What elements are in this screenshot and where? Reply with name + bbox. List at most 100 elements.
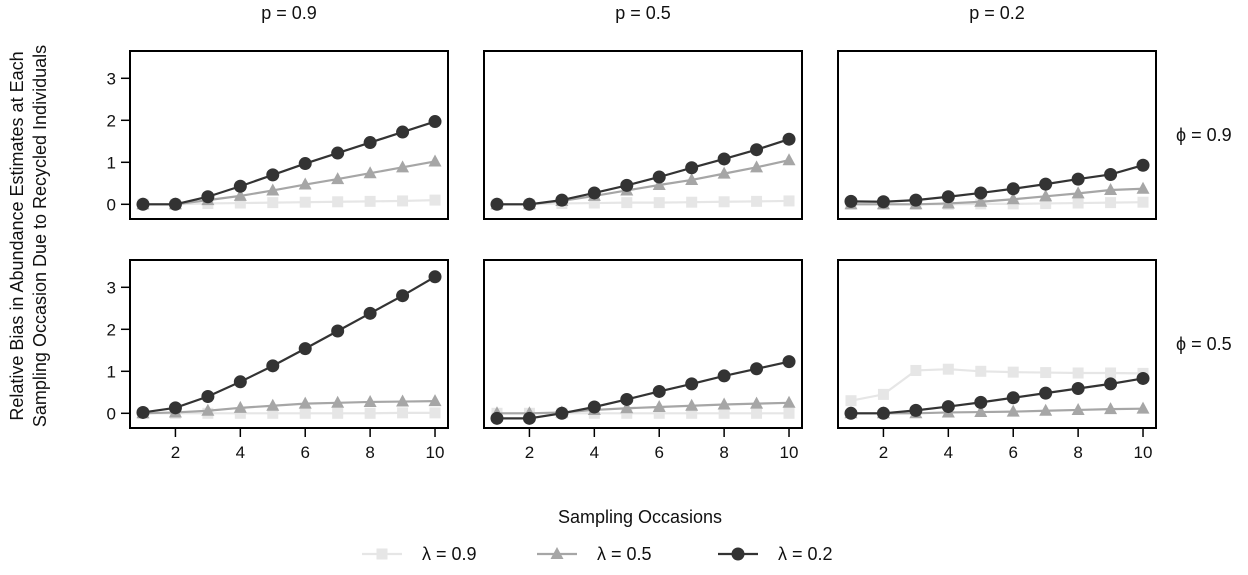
legend-marker-square xyxy=(377,549,388,560)
data-point-square xyxy=(1105,197,1116,208)
data-point-circle xyxy=(364,307,377,320)
data-point-circle xyxy=(1039,387,1052,400)
data-point-circle xyxy=(909,194,922,207)
data-point-square xyxy=(397,195,408,206)
data-point-circle xyxy=(1007,182,1020,195)
y-tick-label: 1 xyxy=(107,153,116,172)
data-point-circle xyxy=(750,143,763,156)
y-tick-label: 3 xyxy=(107,278,116,297)
data-point-circle xyxy=(364,136,377,149)
y-axis-label-line1: Relative Bias in Abundance Estimates at … xyxy=(7,51,27,420)
data-point-square xyxy=(430,407,441,418)
y-tick-label: 3 xyxy=(107,69,116,88)
data-point-square xyxy=(719,196,730,207)
data-point-circle xyxy=(588,186,601,199)
data-point-circle xyxy=(620,179,633,192)
x-tick-label: 10 xyxy=(1134,443,1153,462)
data-point-circle xyxy=(877,195,890,208)
data-point-circle xyxy=(523,198,536,211)
data-point-square xyxy=(1008,367,1019,378)
data-point-circle xyxy=(685,161,698,174)
data-point-circle xyxy=(1039,178,1052,191)
legend-label: λ = 0.2 xyxy=(778,544,833,564)
y-tick-label: 1 xyxy=(107,362,116,381)
data-point-triangle xyxy=(429,154,442,166)
data-point-square xyxy=(397,407,408,418)
data-point-circle xyxy=(234,180,247,193)
data-point-circle xyxy=(396,289,409,302)
data-point-circle xyxy=(844,195,857,208)
data-point-circle xyxy=(942,190,955,203)
data-point-circle xyxy=(588,401,601,414)
data-point-circle xyxy=(169,198,182,211)
data-point-circle xyxy=(1072,173,1085,186)
y-axis-label-line2: Sampling Occasion Due to Recycled Indivi… xyxy=(30,45,50,427)
data-point-circle xyxy=(974,186,987,199)
y-tick-label: 0 xyxy=(107,404,116,423)
data-point-circle xyxy=(1104,168,1117,181)
data-point-circle xyxy=(396,126,409,139)
data-point-triangle xyxy=(783,396,796,408)
data-point-circle xyxy=(429,270,442,283)
data-point-circle xyxy=(523,412,536,425)
x-tick-label: 8 xyxy=(719,443,728,462)
x-tick-label: 4 xyxy=(236,443,245,462)
column-strip-label: p = 0.2 xyxy=(969,3,1025,23)
data-point-circle xyxy=(685,377,698,390)
x-tick-label: 2 xyxy=(879,443,888,462)
data-point-circle xyxy=(1137,372,1150,385)
panel-0-1 xyxy=(484,51,802,219)
data-point-square xyxy=(621,197,632,208)
data-point-circle xyxy=(331,147,344,160)
data-point-circle xyxy=(909,404,922,417)
data-point-square xyxy=(910,365,921,376)
row-strip-label: ϕ = 0.5 xyxy=(1176,334,1232,354)
data-point-circle xyxy=(201,390,214,403)
row-strip-label: ϕ = 0.9 xyxy=(1176,125,1232,145)
series-line-circle xyxy=(143,122,435,205)
data-point-square xyxy=(332,196,343,207)
data-point-square xyxy=(943,364,954,375)
data-point-circle xyxy=(234,375,247,388)
column-strip-label: p = 0.5 xyxy=(615,3,671,23)
panels-layer: p = 0.9 p = 0.5 p = 0.2 ϕ = 0.9 ϕ = 0.5 0 1 2 3 0… xyxy=(107,3,1232,462)
y-tick-label: 0 xyxy=(107,195,116,214)
data-point-circle xyxy=(490,412,503,425)
data-point-circle xyxy=(136,198,149,211)
data-point-square xyxy=(1073,367,1084,378)
data-point-square xyxy=(1073,198,1084,209)
data-point-square xyxy=(878,389,889,400)
data-point-circle xyxy=(266,168,279,181)
column-strip-label: p = 0.9 xyxy=(261,3,317,23)
x-tick-label: 8 xyxy=(1073,443,1082,462)
x-tick-label: 6 xyxy=(654,443,663,462)
data-point-square xyxy=(365,408,376,419)
data-point-circle xyxy=(974,396,987,409)
legend-label: λ = 0.5 xyxy=(597,544,652,564)
data-point-circle xyxy=(653,171,666,184)
data-point-circle xyxy=(653,385,666,398)
panel-frame xyxy=(838,260,1156,428)
data-point-square xyxy=(365,196,376,207)
data-point-square xyxy=(430,195,441,206)
data-point-square xyxy=(1040,367,1051,378)
data-point-circle xyxy=(620,393,633,406)
series-line-triangle xyxy=(497,403,789,414)
data-point-circle xyxy=(877,407,890,420)
x-tick-label: 4 xyxy=(944,443,953,462)
data-point-circle xyxy=(490,198,503,211)
data-point-circle xyxy=(750,362,763,375)
data-point-triangle xyxy=(1137,182,1150,194)
data-point-circle xyxy=(783,133,796,146)
data-point-circle xyxy=(783,355,796,368)
data-point-circle xyxy=(429,115,442,128)
data-point-square xyxy=(751,408,762,419)
data-point-square xyxy=(845,395,856,406)
x-tick-label: 10 xyxy=(780,443,799,462)
data-point-circle xyxy=(266,359,279,372)
series-line-triangle xyxy=(143,161,435,204)
